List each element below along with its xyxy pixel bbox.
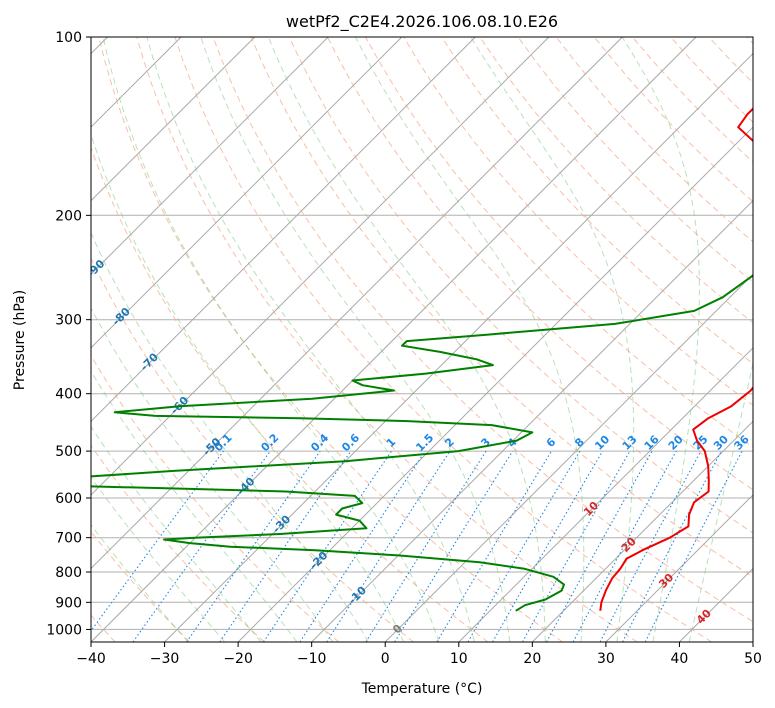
mixing-ratio-line — [263, 450, 392, 642]
y-tick-label: 800 — [55, 565, 82, 581]
mixing-ratio-line — [91, 450, 224, 632]
moist-adiabat-line — [200, 37, 511, 642]
isotherm-line — [458, 347, 753, 642]
x-tick-label: 30 — [597, 651, 615, 667]
dry-adiabat-line — [91, 257, 414, 642]
mixing-ratio-line — [326, 450, 451, 642]
temperature-line — [599, 107, 753, 611]
mixing-ratio-line — [546, 450, 653, 642]
isotherm-line — [91, 37, 329, 275]
y-tick-label: 900 — [55, 595, 82, 611]
moist-adiabat-line — [91, 307, 334, 642]
y-tick-label: 600 — [55, 491, 82, 507]
dry-adiabat-line — [288, 37, 753, 534]
y-tick-label: 700 — [55, 531, 82, 547]
profile-lines — [91, 107, 753, 612]
y-tick-label: 100 — [55, 30, 82, 46]
dry-adiabat-line — [91, 354, 340, 642]
isotherm-line — [91, 37, 623, 570]
dewpoint-line — [91, 274, 753, 612]
x-axis-label: Temperature (°C) — [361, 681, 483, 697]
x-tick-label: −10 — [297, 651, 327, 667]
background-lines — [91, 37, 753, 642]
x-tick-label: 40 — [671, 651, 689, 667]
moist-adiabat-line — [91, 231, 369, 642]
y-tick-label: 400 — [55, 387, 82, 403]
isotherm-line — [311, 199, 753, 642]
x-tick-label: −20 — [223, 651, 253, 667]
axis-ticks: −40 −30 −20 −10 0 10 20 30 40 50 100 200 300 400 500 60… — [46, 30, 762, 667]
x-tick-label: 10 — [450, 651, 468, 667]
x-tick-label: 0 — [381, 651, 390, 667]
mixing-ratio-line — [186, 450, 321, 642]
dry-adiabat-line — [136, 37, 638, 642]
dry-adiabat-line — [212, 37, 753, 623]
isotherm-line — [91, 37, 476, 423]
isotherm-line — [91, 37, 256, 202]
isotherm-line — [237, 126, 753, 642]
mixing-ratio-line — [644, 450, 743, 642]
isotherm-line — [164, 52, 753, 642]
mixing-ratio-line — [522, 450, 631, 642]
x-tick-label: 50 — [744, 651, 762, 667]
isotherm-line — [531, 420, 753, 642]
plot-frame — [90, 36, 754, 643]
dry-adiabat-line — [174, 37, 712, 642]
moist-adiabat-line — [91, 133, 405, 642]
moist-adiabat-line — [102, 37, 440, 642]
isotherm-line — [605, 494, 753, 642]
moist-adiabat-line — [91, 524, 189, 642]
y-tick-label: 1000 — [46, 622, 82, 638]
y-tick-label: 500 — [55, 444, 82, 460]
moist-adiabat-line — [91, 370, 298, 642]
y-tick-label: 300 — [55, 313, 82, 329]
moist-adiabat-line — [355, 37, 585, 642]
moist-adiabat-line — [688, 360, 753, 642]
mixing-ratio-line — [219, 450, 352, 642]
chart-title: wetPf2_C2E4.2026.106.08.10.E26 — [286, 12, 558, 32]
isotherm-line — [91, 37, 697, 642]
mixing-ratio-line — [572, 450, 677, 642]
dry-adiabat-line — [365, 37, 753, 448]
isotherm-line — [91, 37, 550, 496]
dry-adiabat-line — [326, 37, 753, 491]
x-tick-label: −30 — [150, 651, 180, 667]
dry-adiabat-line — [98, 37, 563, 642]
y-tick-label: 200 — [55, 208, 82, 224]
mixing-ratio-line — [299, 450, 426, 642]
y-axis-label: Pressure (hPa) — [12, 290, 28, 390]
isotherm-line — [384, 273, 753, 642]
moist-adiabat-line — [621, 37, 700, 642]
x-tick-label: −40 — [76, 651, 106, 667]
dry-adiabat-line — [250, 37, 753, 578]
mixing-ratio-line — [394, 450, 514, 642]
moist-adiabat-line — [146, 37, 475, 642]
x-tick-label: 20 — [523, 651, 541, 667]
mixing-ratio-line — [132, 450, 271, 642]
